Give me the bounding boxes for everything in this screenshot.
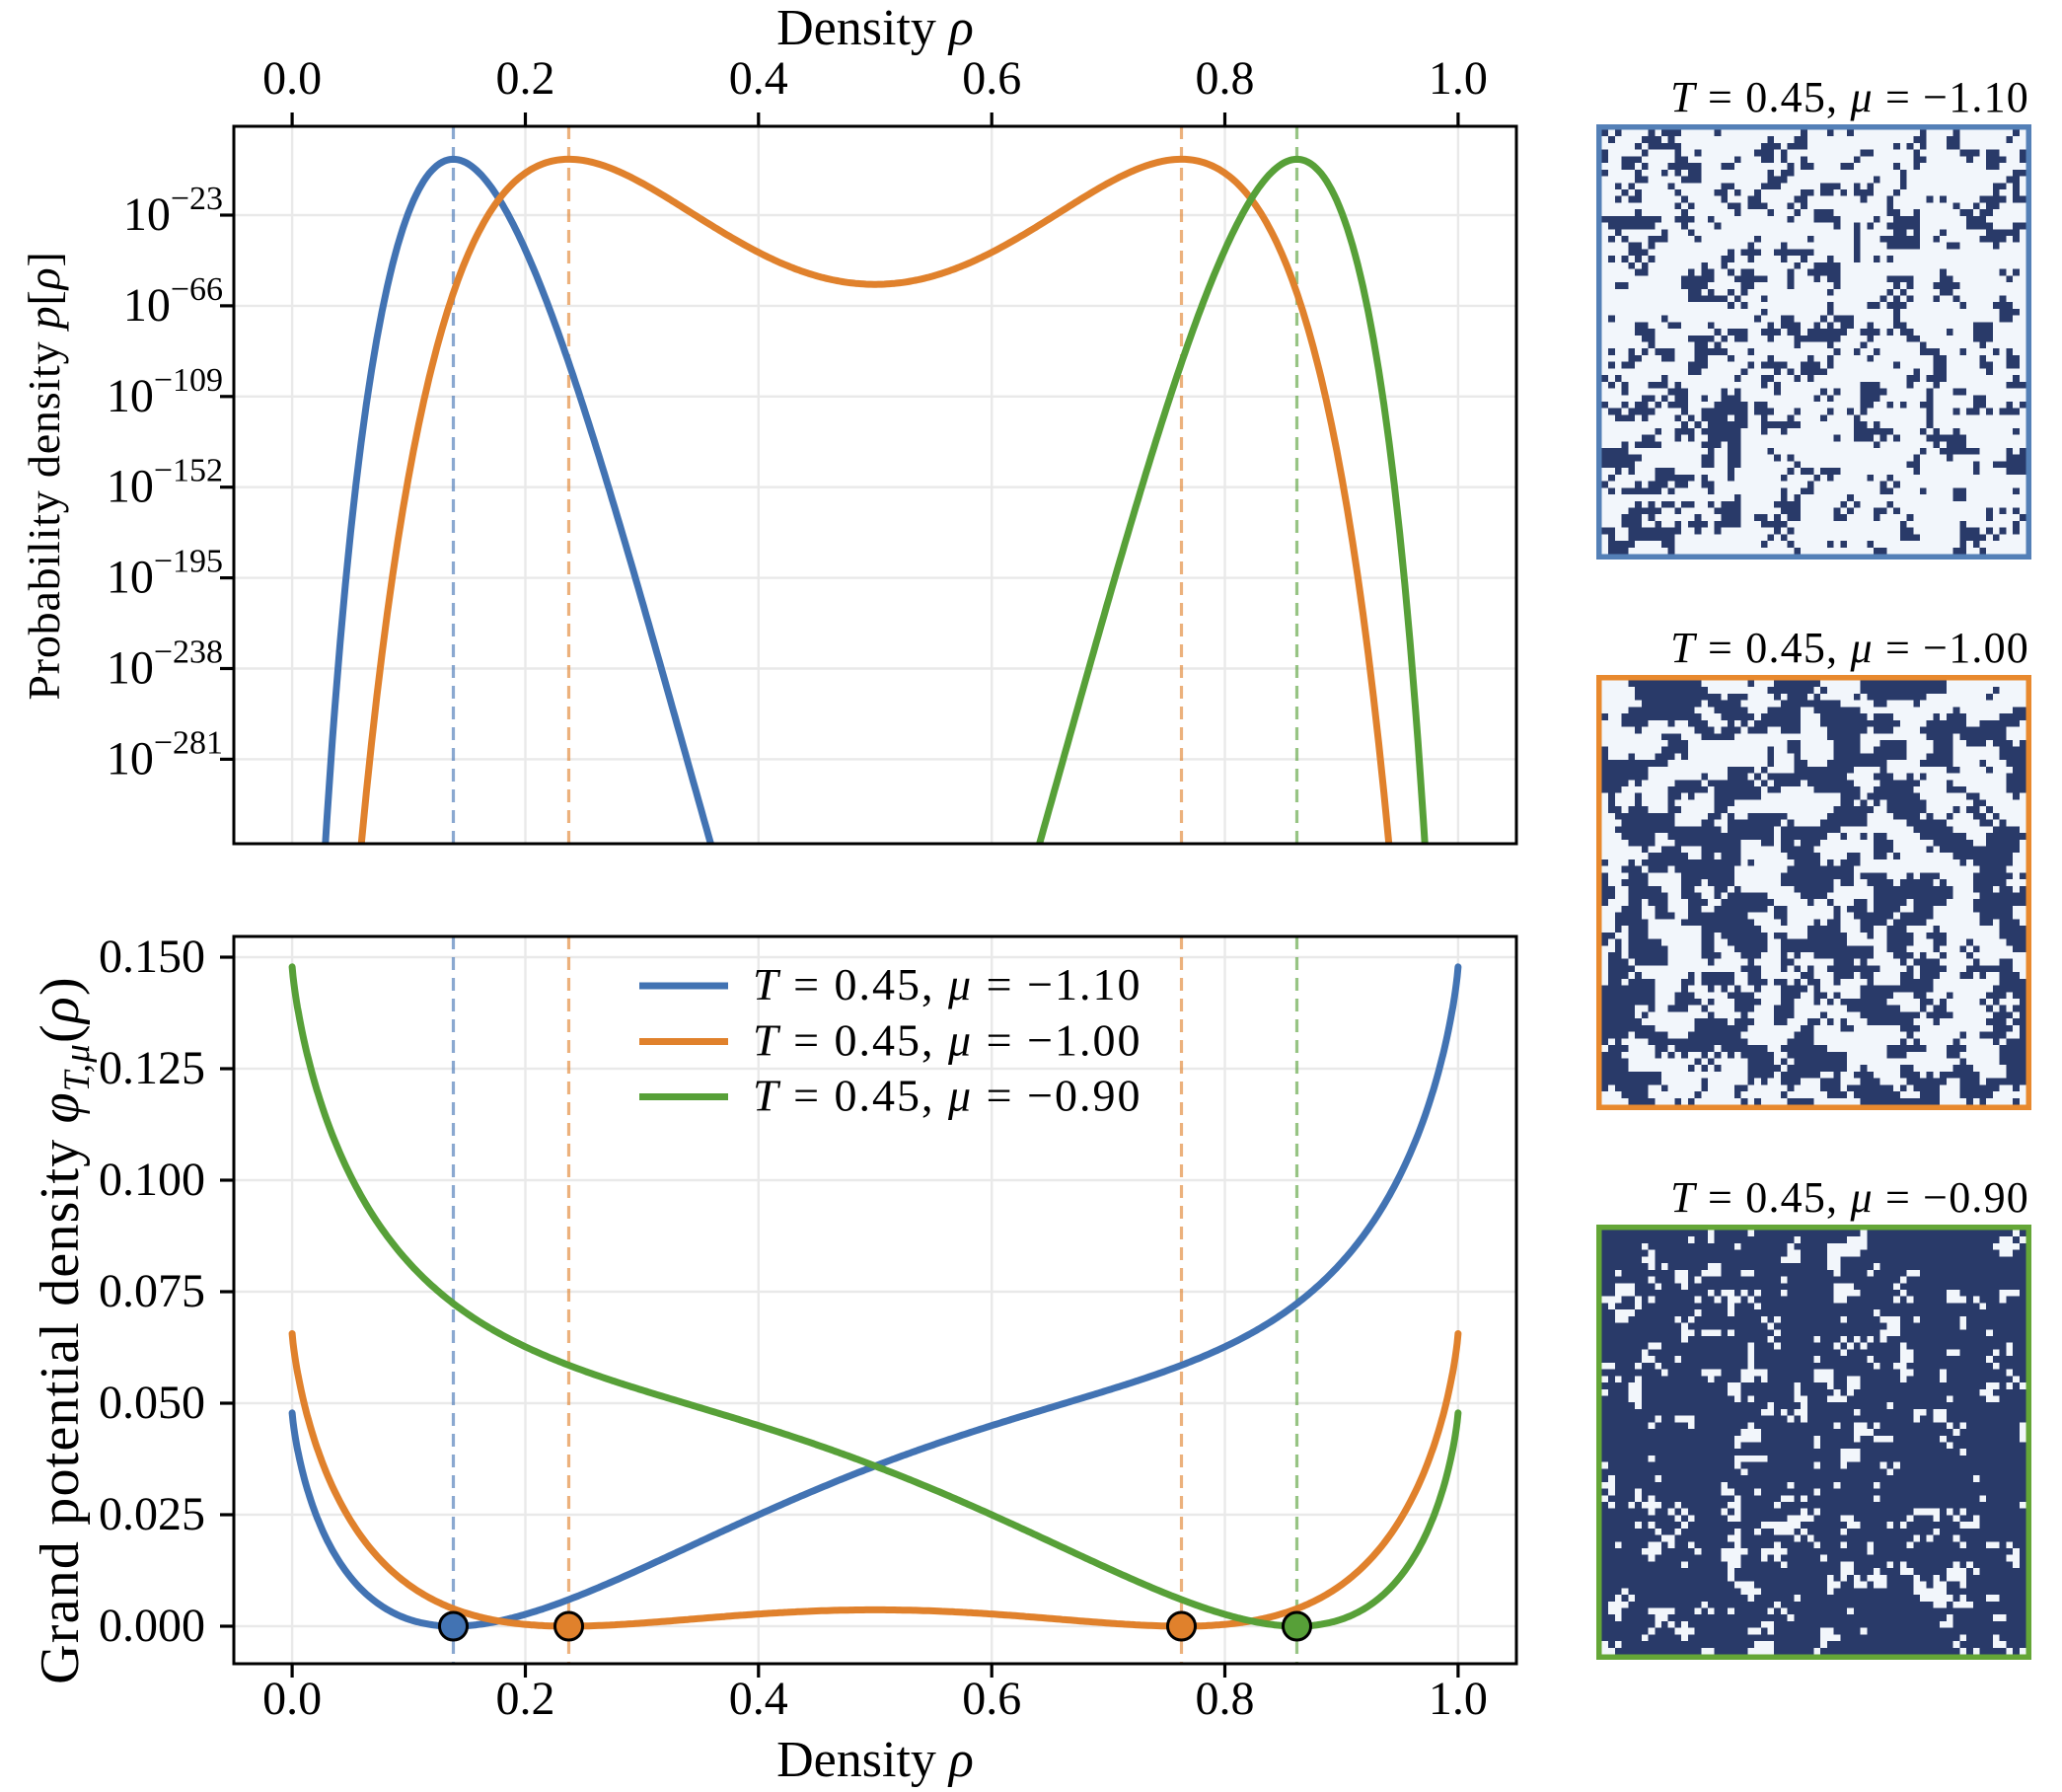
svg-text:0.6: 0.6 bbox=[962, 1673, 1021, 1725]
svg-text:1.0: 1.0 bbox=[1429, 52, 1488, 105]
svg-text:0.050: 0.050 bbox=[99, 1377, 205, 1429]
svg-text:0.6: 0.6 bbox=[962, 52, 1021, 105]
svg-text:Grand potential density φT,μ(ρ: Grand potential density φT,μ(ρ) bbox=[30, 976, 98, 1684]
svg-text:1.0: 1.0 bbox=[1429, 1673, 1488, 1725]
svg-text:0.2: 0.2 bbox=[496, 52, 555, 105]
svg-text:0.8: 0.8 bbox=[1196, 1673, 1255, 1725]
svg-text:T = 0.45, μ = −0.90: T = 0.45, μ = −0.90 bbox=[1670, 1173, 2029, 1222]
svg-text:0.0: 0.0 bbox=[262, 1673, 322, 1725]
svg-text:0.150: 0.150 bbox=[99, 931, 205, 983]
svg-text:0.075: 0.075 bbox=[99, 1265, 205, 1317]
svg-text:0.0: 0.0 bbox=[262, 52, 322, 105]
svg-text:0.100: 0.100 bbox=[99, 1154, 205, 1206]
svg-text:T = 0.45, μ = −1.10: T = 0.45, μ = −1.10 bbox=[1670, 73, 2029, 121]
svg-text:0.025: 0.025 bbox=[99, 1488, 205, 1540]
svg-text:0.2: 0.2 bbox=[496, 1673, 555, 1725]
svg-text:Probability density p[ρ]: Probability density p[ρ] bbox=[19, 251, 69, 700]
svg-text:Density ρ: Density ρ bbox=[776, 1732, 974, 1788]
svg-text:0.8: 0.8 bbox=[1196, 52, 1255, 105]
svg-text:T = 0.45, μ = −1.10: T = 0.45, μ = −1.10 bbox=[753, 959, 1142, 1009]
svg-text:0.125: 0.125 bbox=[99, 1042, 205, 1094]
svg-text:T = 0.45, μ = −1.00: T = 0.45, μ = −1.00 bbox=[1670, 624, 2029, 672]
svg-text:0.4: 0.4 bbox=[729, 1673, 788, 1725]
svg-text:T = 0.45, μ = −1.00: T = 0.45, μ = −1.00 bbox=[753, 1015, 1142, 1066]
svg-text:Density ρ: Density ρ bbox=[776, 0, 974, 56]
svg-text:0.4: 0.4 bbox=[729, 52, 788, 105]
svg-text:0.000: 0.000 bbox=[99, 1600, 205, 1652]
svg-text:T = 0.45, μ = −0.90: T = 0.45, μ = −0.90 bbox=[753, 1071, 1142, 1121]
